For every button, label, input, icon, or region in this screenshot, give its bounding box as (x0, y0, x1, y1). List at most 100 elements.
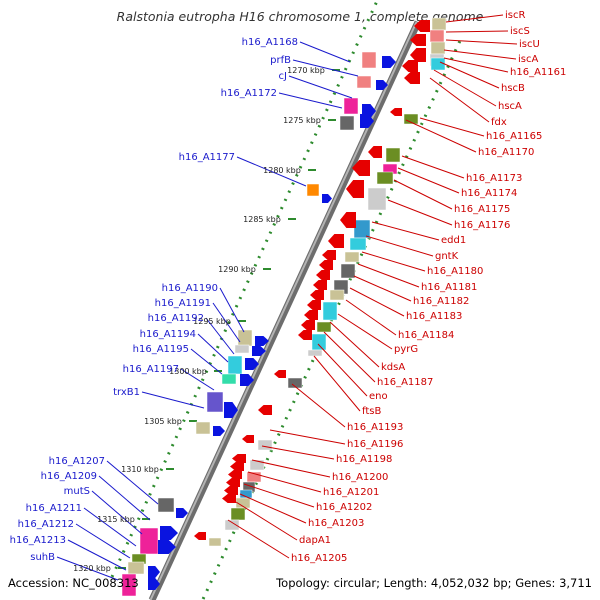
leader-line (439, 61, 500, 89)
gene-label-h16_a1212[interactable]: h16_A1212 (18, 519, 74, 530)
gene-label-h16_a1161[interactable]: h16_A1161 (510, 67, 566, 78)
gene-box (367, 187, 387, 211)
gene-label-h16_a1205[interactable]: h16_A1205 (291, 553, 347, 564)
leader-line (345, 299, 397, 336)
gene-label-suhb[interactable]: suhB (30, 552, 55, 563)
genome-summary: Topology: circular; Length: 4,052,032 bp… (276, 576, 592, 590)
gene-box (340, 263, 356, 279)
forward-gene-arrow (148, 578, 160, 590)
gene-box (195, 421, 211, 435)
forward-gene-arrow (255, 336, 269, 346)
forward-gene-arrow (376, 80, 388, 90)
gene-label-h16_a1182[interactable]: h16_A1182 (413, 296, 469, 307)
forward-gene-arrow (382, 56, 396, 68)
gene-label-h16_a1187[interactable]: h16_A1187 (377, 377, 433, 388)
gene-label-h16_a1165[interactable]: h16_A1165 (486, 131, 542, 142)
gene-box (429, 29, 445, 43)
reverse-gene-arrow (230, 462, 244, 471)
leader-line (371, 221, 440, 241)
gene-label-h16_a1172[interactable]: h16_A1172 (221, 88, 277, 99)
gene-label-h16_a1202[interactable]: h16_A1202 (316, 502, 372, 513)
gene-label-dapa1[interactable]: dapA1 (299, 535, 331, 546)
gene-label-h16_a1198[interactable]: h16_A1198 (336, 454, 392, 465)
leader-line (349, 287, 405, 317)
reverse-gene-arrow (304, 310, 318, 320)
leader-line (83, 507, 137, 547)
gene-label-h16_a1201[interactable]: h16_A1201 (323, 487, 379, 498)
gene-label-cj[interactable]: cJ (279, 71, 287, 82)
gene-label-h16_a1193[interactable]: h16_A1193 (347, 422, 403, 433)
gene-box (430, 41, 446, 55)
reverse-gene-arrow (414, 20, 430, 32)
scale-label: 1320 kbp (73, 564, 111, 573)
gene-label-h16_a1181[interactable]: h16_A1181 (421, 282, 477, 293)
gene-label-h16_a1195[interactable]: h16_A1195 (133, 344, 189, 355)
gene-box (356, 75, 372, 89)
gene-box (307, 349, 323, 357)
forward-gene-arrow (224, 402, 238, 418)
gene-box (208, 537, 222, 547)
gene-label-h16_a1191[interactable]: h16_A1191 (155, 298, 211, 309)
gene-label-h16_a1170[interactable]: h16_A1170 (478, 147, 534, 158)
gene-label-h16_a1184[interactable]: h16_A1184 (398, 330, 454, 341)
gene-label-h16_a1196[interactable]: h16_A1196 (347, 439, 403, 450)
gene-label-h16_a1209[interactable]: h16_A1209 (41, 471, 97, 482)
scale-label: 1275 kbp (283, 116, 321, 125)
gene-label-prfb[interactable]: prfB (270, 55, 291, 66)
gene-label-eno[interactable]: eno (369, 391, 388, 402)
gene-label-h16_a1207[interactable]: h16_A1207 (49, 456, 105, 467)
leader-line (141, 391, 205, 409)
gene-label-edd1[interactable]: edd1 (441, 235, 466, 246)
reverse-gene-arrow (316, 270, 330, 280)
gene-label-h16_a1176[interactable]: h16_A1176 (454, 220, 510, 231)
gene-label-h16_a1177[interactable]: h16_A1177 (179, 152, 235, 163)
reverse-gene-arrow (222, 494, 236, 503)
map-title: Ralstonia eutropha H16 chromosome 1, com… (116, 9, 484, 24)
reverse-gene-arrow (313, 280, 327, 290)
gene-label-h16_a1194[interactable]: h16_A1194 (140, 329, 196, 340)
gene-label-h16_a1197[interactable]: h16_A1197 (123, 364, 179, 375)
gene-label-h16_a1200[interactable]: h16_A1200 (332, 472, 388, 483)
leader-line (393, 179, 453, 210)
leader-line (361, 251, 426, 272)
leader-line (190, 348, 223, 375)
leader-line (357, 263, 420, 288)
leader-line (247, 471, 322, 493)
gene-label-isca[interactable]: iscA (518, 54, 538, 65)
forward-gene-arrow (252, 346, 266, 356)
leader-line (212, 302, 241, 343)
gene-label-h16_a1180[interactable]: h16_A1180 (427, 266, 483, 277)
chromosome-backbone (148, 20, 422, 600)
gene-label-h16_a1192[interactable]: h16_A1192 (148, 313, 204, 324)
gene-label-pyrg[interactable]: pyrG (394, 344, 418, 355)
leader-line (353, 275, 412, 302)
gene-label-fdx[interactable]: fdx (491, 117, 507, 128)
gene-label-gntk[interactable]: gntK (435, 251, 459, 262)
gene-label-iscu[interactable]: iscU (519, 39, 540, 50)
gene-label-muts[interactable]: mutS (64, 486, 90, 497)
gene-box (224, 519, 240, 531)
gene-label-ftsb[interactable]: ftsB (362, 406, 381, 417)
gene-label-h16_a1173[interactable]: h16_A1173 (466, 173, 522, 184)
gene-box (121, 573, 137, 597)
gene-box (385, 147, 401, 163)
gene-label-h16_a1213[interactable]: h16_A1213 (10, 535, 66, 546)
gene-label-h16_a1174[interactable]: h16_A1174 (461, 188, 517, 199)
gene-label-h16_a1203[interactable]: h16_A1203 (308, 518, 364, 529)
gene-label-hscb[interactable]: hscB (501, 83, 525, 94)
gene-label-kdsa[interactable]: kdsA (381, 362, 405, 373)
reverse-gene-arrow (402, 60, 418, 72)
gene-label-h16_a1175[interactable]: h16_A1175 (454, 204, 510, 215)
gene-box (329, 289, 345, 301)
reverse-gene-arrow (346, 180, 364, 198)
gene-label-hsca[interactable]: hscA (498, 101, 522, 112)
gene-label-h16_a1190[interactable]: h16_A1190 (162, 283, 218, 294)
scale-label: 1305 kbp (144, 417, 182, 426)
gene-label-h16_a1168[interactable]: h16_A1168 (242, 37, 298, 48)
forward-gene-arrow (322, 194, 332, 203)
gene-label-h16_a1211[interactable]: h16_A1211 (26, 503, 82, 514)
gene-label-iscs[interactable]: iscS (510, 26, 530, 37)
gene-label-h16_a1183[interactable]: h16_A1183 (406, 311, 462, 322)
gene-label-iscr[interactable]: iscR (505, 10, 525, 21)
gene-label-trxb1[interactable]: trxB1 (113, 387, 140, 398)
